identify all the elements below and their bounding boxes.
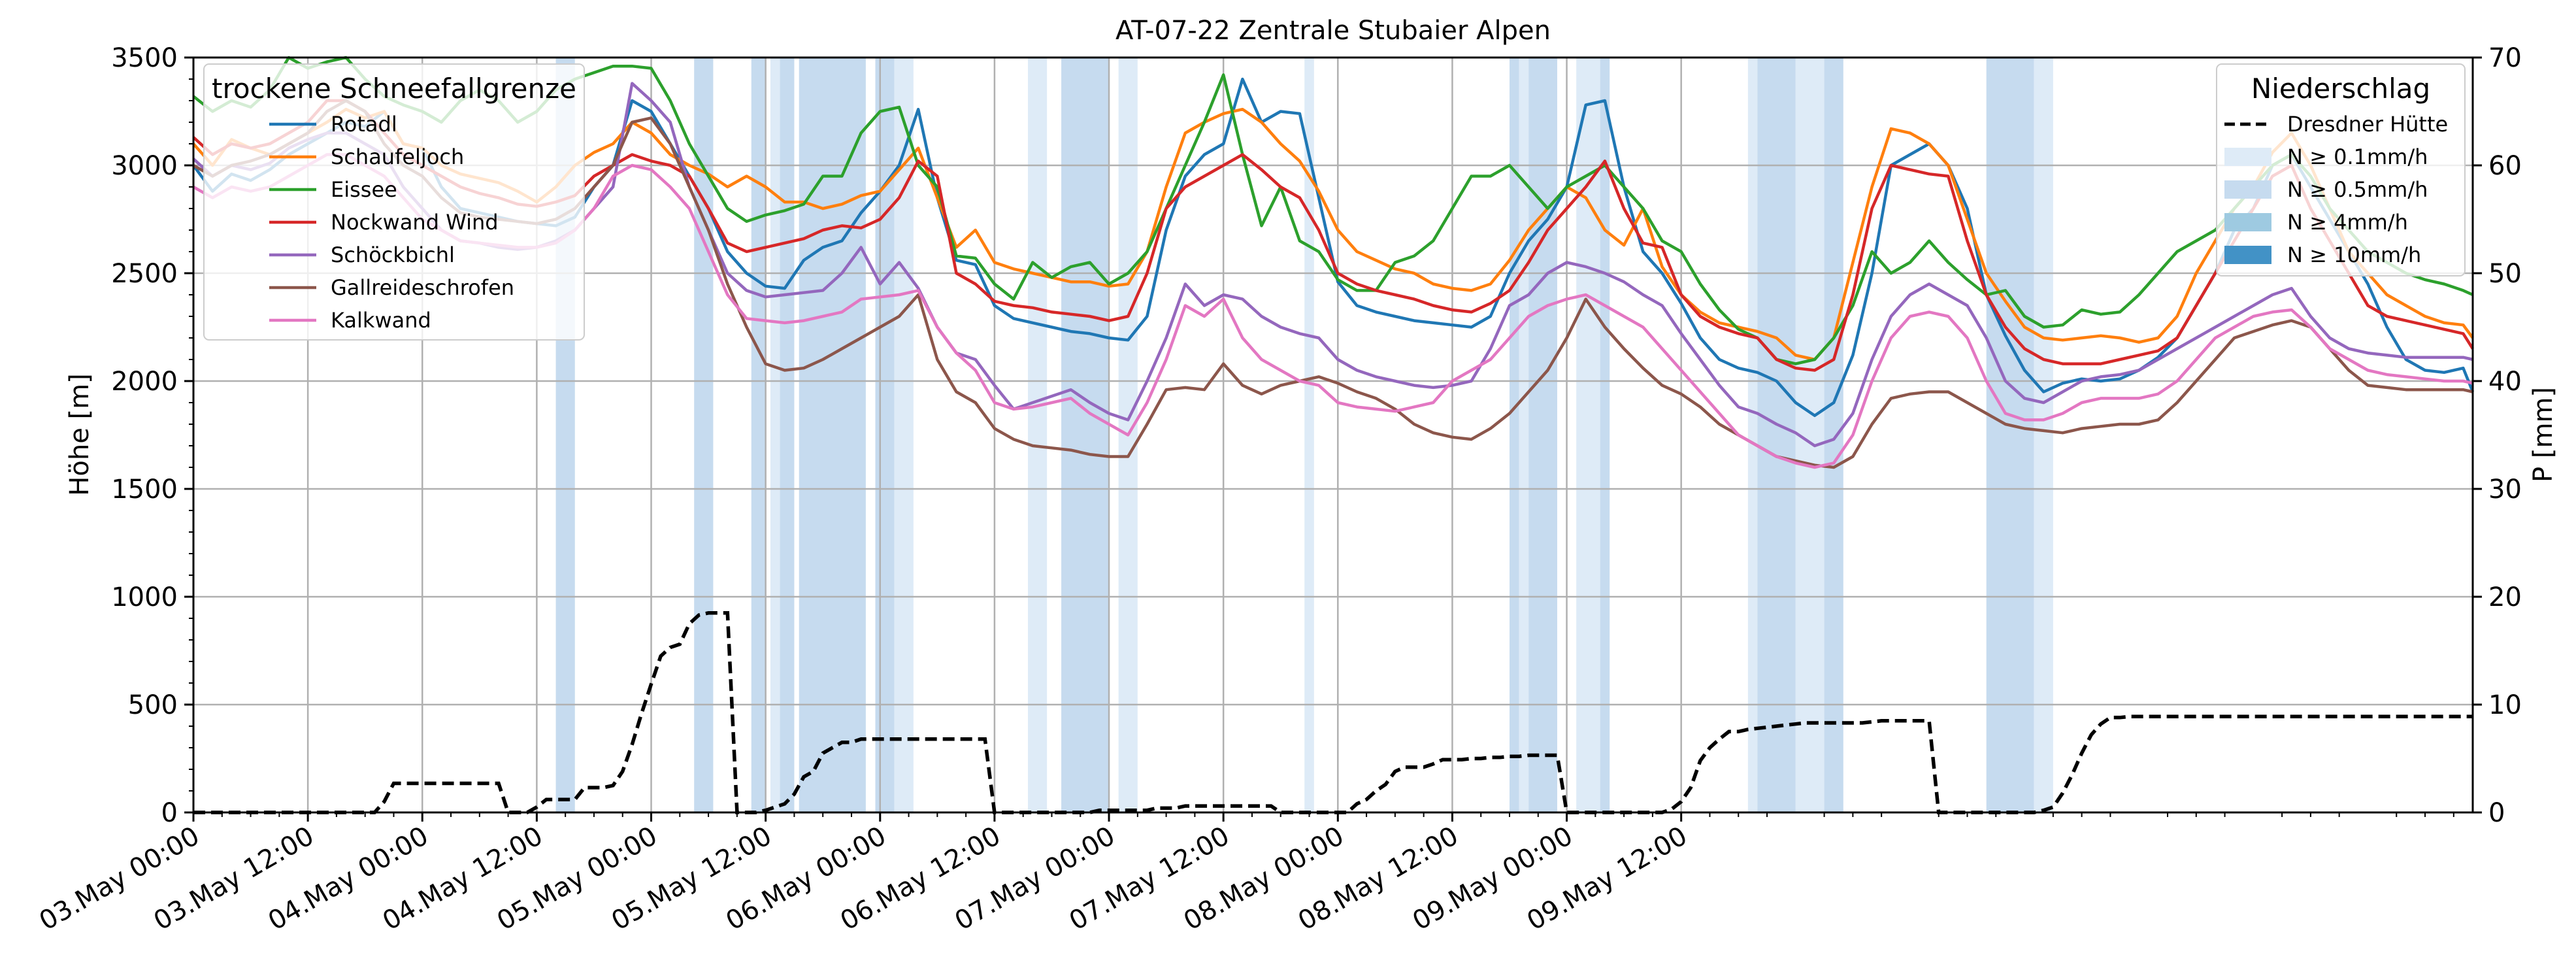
precip-band xyxy=(1027,58,1048,812)
y-tick-label: 3500 xyxy=(111,43,178,73)
legend-right: Niederschlag Dresdner Hütte N ≥ 0.1mm/h N… xyxy=(2216,63,2466,276)
legend-band-label: N ≥ 0.5mm/h xyxy=(2287,177,2428,202)
y2-axis-label: P [mm] xyxy=(2528,387,2558,482)
y-axis-label: Höhe [m] xyxy=(65,373,95,495)
y-tick-label: 3000 xyxy=(111,151,178,181)
legend-band-swatch xyxy=(2224,246,2271,264)
y-ticks: 0 500 1000 1500 2000 2500 3000 3500 xyxy=(111,43,193,828)
legend-left-label: Rotadl xyxy=(331,112,397,137)
precip-band xyxy=(780,58,795,812)
precip-band xyxy=(751,58,766,812)
precip-band xyxy=(1824,58,1843,812)
legend-left-label: Kalkwand xyxy=(331,308,431,333)
precip-band xyxy=(1528,58,1557,812)
y-tick-label: 500 xyxy=(128,690,178,720)
precip-band xyxy=(799,58,866,812)
y2-tick-label: 60 xyxy=(2488,151,2522,181)
legend-left-label: Gallreideschrofen xyxy=(331,275,514,300)
y2-tick-label: 70 xyxy=(2488,43,2522,73)
legend-right-box xyxy=(2216,63,2466,276)
y-tick-label: 2000 xyxy=(111,367,178,397)
y2-ticks: 0 10 20 30 40 50 60 70 xyxy=(2473,43,2522,828)
legend-left-box xyxy=(203,63,585,341)
legend-precip-label: Dresdner Hütte xyxy=(2287,112,2448,137)
legend-band-swatch xyxy=(2224,148,2271,166)
legend-left: trockene Schneefallgrenze Rotadl Schaufel… xyxy=(203,63,585,341)
legend-band-swatch xyxy=(2224,213,2271,231)
y2-tick-label: 50 xyxy=(2488,259,2522,289)
legend-left-label: Nockwand Wind xyxy=(331,210,499,235)
precip-band xyxy=(2034,58,2053,812)
y-tick-label: 1500 xyxy=(111,475,178,505)
legend-right-title: Niederschlag xyxy=(2251,73,2430,105)
y-tick-label: 0 xyxy=(161,798,178,828)
precip-band xyxy=(694,58,714,812)
precip-layer xyxy=(193,611,2473,814)
precip-line xyxy=(193,611,2473,814)
y2-tick-label: 40 xyxy=(2488,367,2522,397)
precip-band xyxy=(1061,58,1110,812)
y-tick-label: 1000 xyxy=(111,582,178,612)
precip-band xyxy=(894,58,914,812)
legend-band-label: N ≥ 10mm/h xyxy=(2287,242,2421,267)
legend-band-label: N ≥ 4mm/h xyxy=(2287,210,2408,235)
y2-tick-label: 10 xyxy=(2488,690,2522,720)
legend-band-swatch xyxy=(2224,180,2271,199)
precip-band xyxy=(1747,58,1758,812)
precip-band xyxy=(875,58,895,812)
precip-band xyxy=(1986,58,2034,812)
y2-tick-label: 30 xyxy=(2488,475,2522,505)
plot-frame xyxy=(192,56,2474,814)
precip-band xyxy=(770,58,780,812)
precip-band xyxy=(1519,58,1529,812)
precip-band xyxy=(1757,58,1796,812)
legend-left-label: Schöckbichl xyxy=(331,242,455,267)
y2-tick-label: 20 xyxy=(2488,582,2522,612)
legend-left-label: Schaufeljoch xyxy=(331,144,464,169)
y2-tick-label: 0 xyxy=(2488,798,2505,828)
precip-band xyxy=(1600,58,1610,812)
legend-left-label: Eissee xyxy=(331,177,397,202)
legend-left-title: trockene Schneefallgrenze xyxy=(212,73,576,105)
chart-title: AT-07-22 Zentrale Stubaier Alpen xyxy=(1115,16,1551,46)
y-tick-label: 2500 xyxy=(111,259,178,289)
legend-band-label: N ≥ 0.1mm/h xyxy=(2287,144,2428,169)
